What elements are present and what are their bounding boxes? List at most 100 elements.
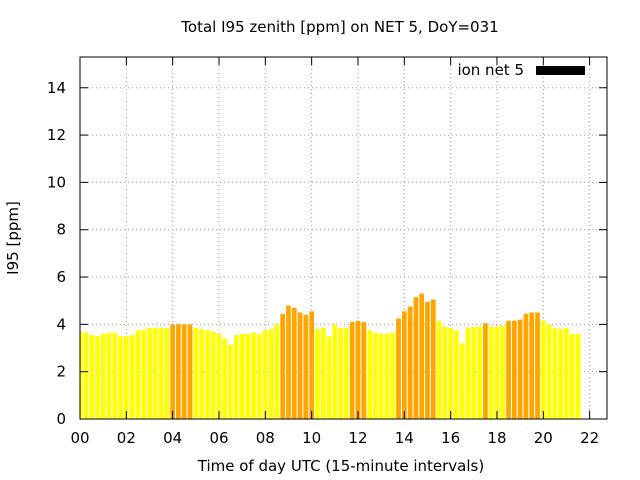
bar: [210, 331, 216, 419]
bar: [338, 327, 343, 419]
x-tick-label: 04: [163, 429, 182, 447]
bar: [228, 344, 233, 419]
bar: [344, 327, 349, 419]
bar: [233, 335, 239, 419]
bar: [396, 318, 401, 419]
bar: [326, 336, 332, 419]
bar: [222, 338, 228, 419]
bar: [367, 330, 372, 419]
bar: [309, 311, 315, 419]
y-tick-label: 2: [56, 363, 66, 381]
bar: [407, 306, 413, 419]
bar: [291, 307, 297, 419]
bar: [135, 330, 141, 419]
bar: [378, 333, 384, 419]
bar: [500, 325, 506, 419]
bar: [257, 333, 262, 419]
bar: [303, 314, 309, 419]
bar: [332, 324, 338, 419]
bar: [564, 327, 569, 419]
bar: [372, 332, 378, 419]
bar: [94, 336, 100, 419]
bar: [471, 326, 477, 419]
bar: [523, 313, 529, 419]
legend: ion net 5: [457, 61, 585, 79]
bar: [390, 332, 396, 419]
y-tick-label: 4: [56, 315, 66, 333]
bar: [315, 329, 320, 419]
bar: [152, 327, 158, 419]
bar: [199, 329, 204, 419]
bar: [540, 320, 546, 419]
bar: [361, 321, 367, 419]
bar: [280, 313, 286, 419]
bar: [425, 301, 430, 419]
bars: [80, 293, 581, 419]
bar: [141, 330, 147, 419]
bar: [517, 319, 523, 419]
bar: [511, 320, 517, 419]
bar: [483, 323, 488, 419]
bar: [448, 327, 454, 419]
bar: [112, 332, 118, 419]
bar: [268, 329, 274, 419]
bar: [286, 305, 291, 419]
bar: [459, 343, 465, 419]
x-tick-label: 06: [209, 429, 228, 447]
bar: [187, 324, 193, 419]
y-tick-label: 6: [56, 268, 66, 286]
bar: [193, 327, 199, 419]
bar: [106, 332, 112, 419]
bar: [147, 327, 152, 419]
x-tick-label: 10: [302, 429, 321, 447]
y-tick-label: 10: [47, 173, 66, 191]
bar: [535, 312, 540, 419]
grid: [80, 57, 607, 419]
bar: [80, 331, 83, 419]
bar: [569, 333, 575, 419]
x-tick-label: 16: [441, 429, 460, 447]
bar: [170, 324, 176, 419]
bar: [129, 335, 135, 419]
bar: [529, 312, 535, 419]
bar: [262, 330, 268, 419]
x-tick-label: 08: [256, 429, 275, 447]
bar: [575, 333, 581, 419]
x-tick-label: 00: [70, 429, 89, 447]
bar: [454, 330, 459, 419]
bar: [205, 330, 210, 419]
bar: [436, 320, 442, 419]
legend-swatch: [536, 66, 585, 75]
bar: [118, 336, 123, 419]
bar: [216, 333, 222, 419]
bar: [251, 332, 257, 419]
y-axis-label: I95 [ppm]: [4, 201, 22, 275]
bar: [384, 333, 390, 419]
y-tick-label: 0: [56, 410, 66, 428]
bar: [552, 327, 558, 419]
bar: [274, 324, 280, 419]
x-tick-label: 12: [348, 429, 367, 447]
bar: [176, 324, 181, 419]
bar: [465, 327, 471, 419]
bar: [494, 326, 500, 419]
x-tick-label: 20: [534, 429, 553, 447]
bar: [488, 326, 494, 419]
bar: [83, 332, 89, 419]
bar: [158, 327, 164, 419]
bar: [123, 336, 129, 419]
bar: [297, 312, 303, 419]
x-axis-label: Time of day UTC (15-minute intervals): [197, 457, 484, 475]
bar: [320, 327, 326, 419]
chart-title: Total I95 zenith [ppm] on NET 5, DoY=031: [180, 18, 498, 36]
x-tick-label: 22: [580, 429, 599, 447]
bar: [181, 324, 187, 419]
legend-label: ion net 5: [457, 61, 524, 79]
bar: [239, 333, 245, 419]
bar: [100, 333, 106, 419]
bar: [477, 326, 482, 419]
x-tick-label: 18: [487, 429, 506, 447]
bar: [89, 335, 94, 419]
